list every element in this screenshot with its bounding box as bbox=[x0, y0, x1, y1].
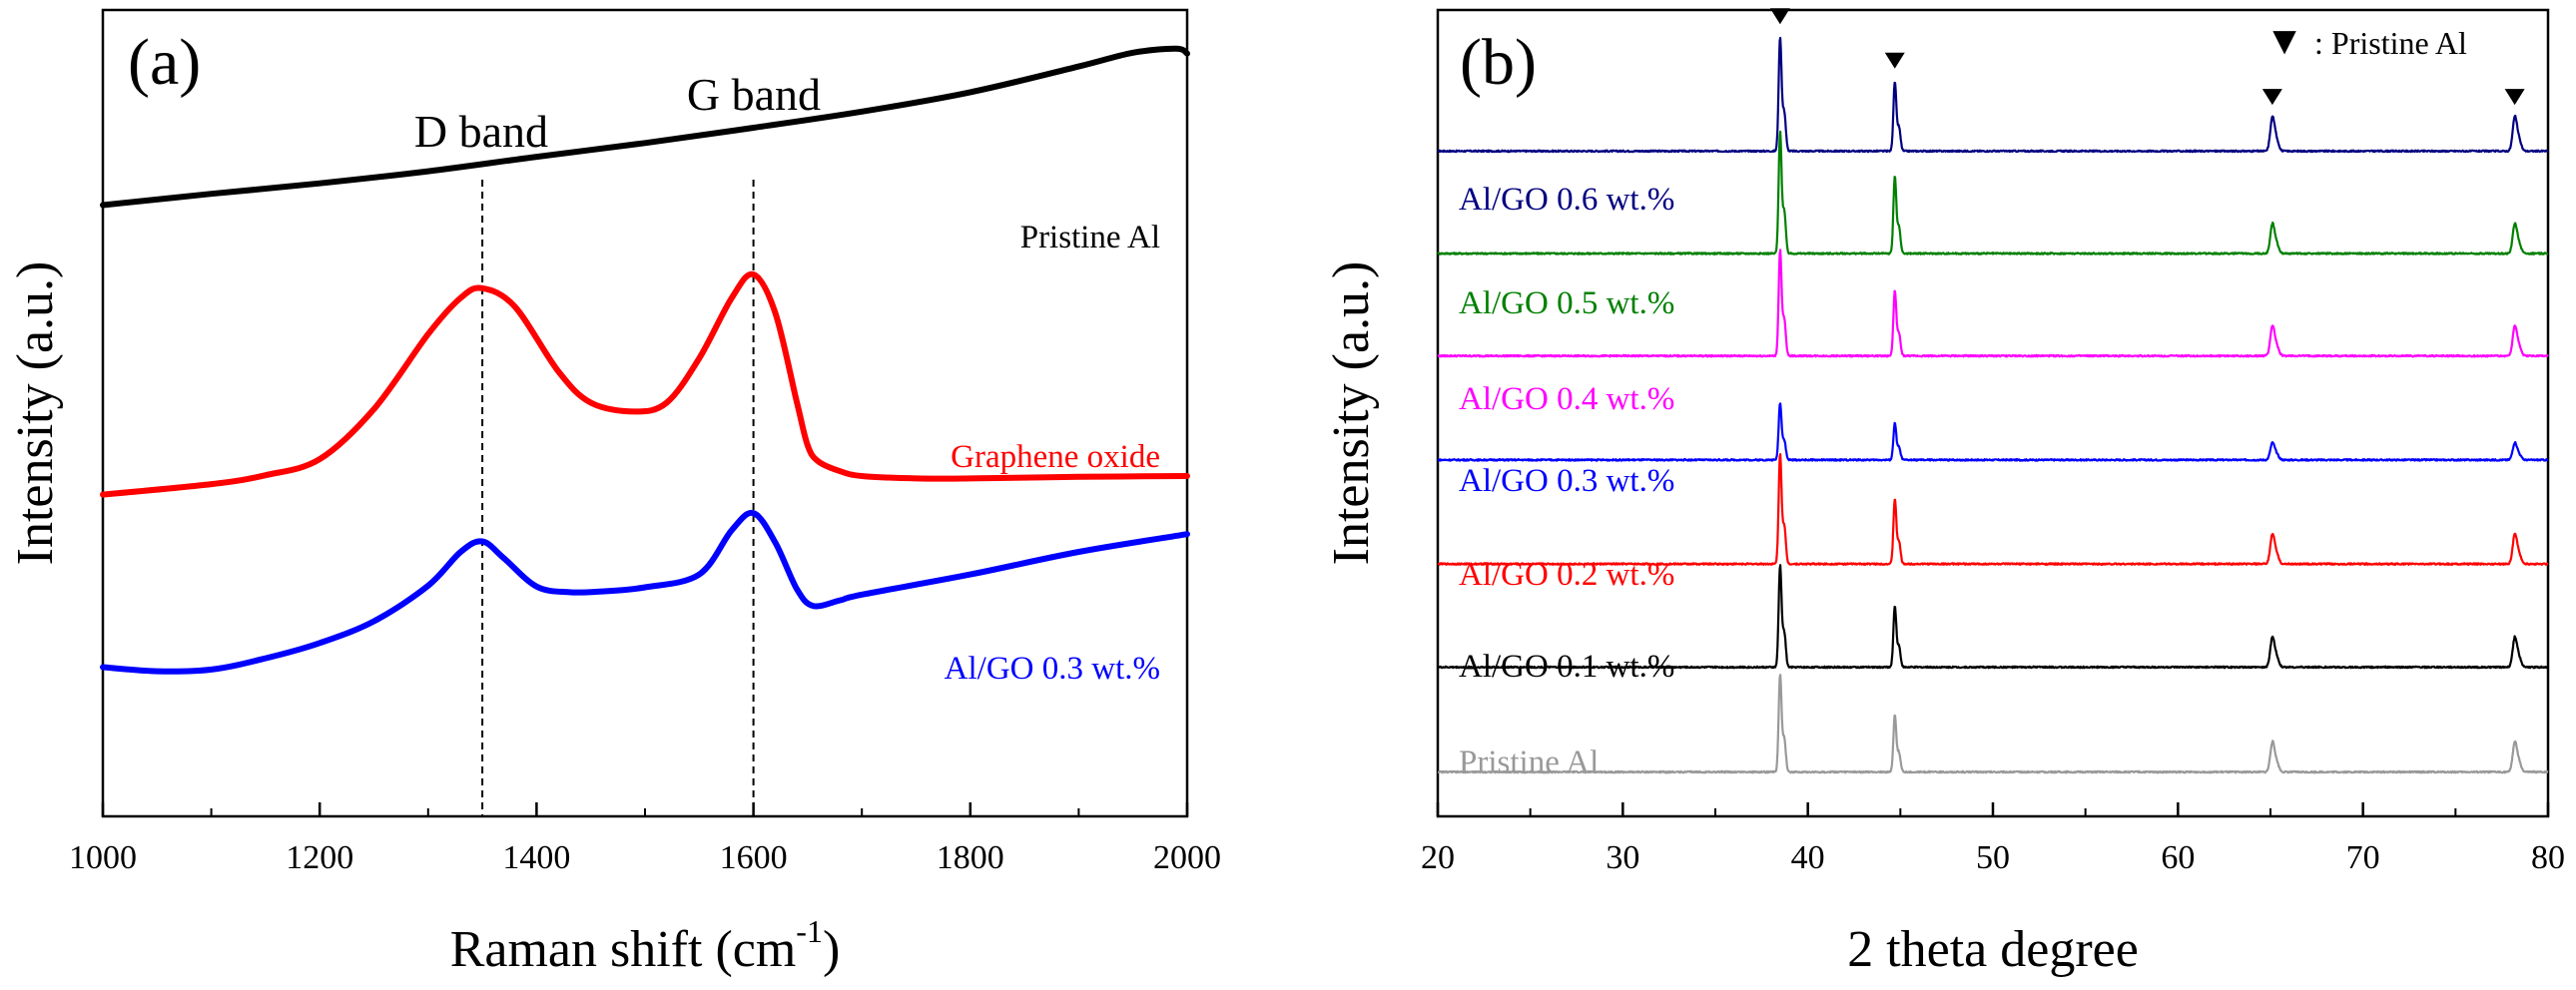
panel-b-series-label-algo04: Al/GO 0.4 wt.% bbox=[1459, 381, 1674, 417]
panel-b-peak-markers bbox=[1769, 8, 2525, 106]
panel-b-series-line-al-go-0-3-wt bbox=[1437, 402, 2549, 462]
panel-a-x-axis-label-main: Raman shift (cm bbox=[450, 921, 797, 978]
panel-a-x-tick-label-1000: 1000 bbox=[69, 839, 137, 876]
panel-b-series-label-pristine: Pristine Al bbox=[1459, 744, 1599, 780]
panel-a-series bbox=[100, 45, 1190, 675]
panel-b-series-line-al-go-0-6-wt bbox=[1437, 36, 2549, 154]
panel-a-series-line-graphene-oxide bbox=[100, 270, 1190, 498]
panel-a-series-label-go: Graphene oxide bbox=[951, 439, 1160, 475]
panel-a-x-tick-label-1800: 1800 bbox=[937, 839, 1004, 876]
panel-a-series-label-pristine: Pristine Al bbox=[1020, 220, 1160, 255]
panel-b-peak-marker-44-7 bbox=[1884, 52, 1905, 69]
panel-a-x-tick-label-1400: 1400 bbox=[502, 839, 570, 876]
panel-b-peak-marker-65-1 bbox=[2261, 89, 2282, 106]
panel-b-series-line-al-go-0-1-wt bbox=[1437, 564, 2549, 670]
panel-a-x-tick-label-1200: 1200 bbox=[286, 839, 353, 876]
panel-a-series-line-al-go-0-3-wt bbox=[100, 509, 1190, 675]
panel-b-legend-text: : Pristine Al bbox=[2314, 25, 2467, 61]
panel-a-series-line-pristine-al bbox=[100, 45, 1190, 209]
panel-b-series-label-algo05: Al/GO 0.5 wt.% bbox=[1459, 285, 1674, 321]
panel-a-x-axis-label-close: ) bbox=[823, 921, 840, 978]
panel-b-series-line-al-go-0-2-wt bbox=[1437, 453, 2549, 566]
panel-a-series-label-algo03: Al/GO 0.3 wt.% bbox=[945, 651, 1160, 687]
panel-b-x-tick-label-80: 80 bbox=[2531, 839, 2565, 876]
panel-a-label: (a) bbox=[128, 26, 201, 99]
panel-a-x-axis-label-sup: -1 bbox=[796, 913, 823, 949]
panel-b-series-line-pristine-al bbox=[1437, 674, 2549, 774]
panel-b-x-tick-label-30: 30 bbox=[1606, 839, 1639, 876]
panel-b-peak-marker-38-5 bbox=[1769, 8, 1790, 25]
panel-b-series-label-algo06: Al/GO 0.6 wt.% bbox=[1459, 182, 1674, 218]
panel-b-x-ticks: 20 30 40 50 60 70 80 bbox=[1421, 802, 2565, 876]
panel-b-series-label-algo01: Al/GO 0.1 wt.% bbox=[1459, 649, 1674, 685]
panel-b-x-axis-label: 2 theta degree bbox=[1847, 921, 2139, 978]
panel-a-x-ticks: 1000 1200 1400 1600 1800 2000 bbox=[69, 802, 1221, 876]
panel-a-ref-label-g-band: G band bbox=[687, 69, 821, 120]
panel-a-reference-lines bbox=[481, 180, 755, 816]
panel-b-legend-marker: ▼ bbox=[2264, 18, 2304, 63]
panel-b-y-axis-label: Intensity (a.u.) bbox=[1323, 261, 1380, 566]
panel-a-x-axis-label: Raman shift (cm-1) bbox=[450, 913, 841, 978]
panel-b-series-line-al-go-0-5-wt bbox=[1437, 130, 2549, 255]
panel-b-series-label-algo03: Al/GO 0.3 wt.% bbox=[1459, 463, 1674, 499]
panel-a-ref-label-d-band: D band bbox=[414, 106, 548, 157]
panel-b-peak-marker-78-2 bbox=[2504, 89, 2525, 106]
panel-b-x-tick-label-70: 70 bbox=[2346, 839, 2380, 876]
panel-b-label: (b) bbox=[1460, 26, 1537, 99]
panel-b-x-tick-label-20: 20 bbox=[1421, 839, 1455, 876]
panel-b-x-tick-label-60: 60 bbox=[2161, 839, 2195, 876]
panel-a-x-tick-label-2000: 2000 bbox=[1153, 839, 1221, 876]
panel-a: 1000 1200 1400 1600 1800 2000 (a) D band G ba… bbox=[7, 8, 1221, 978]
panel-b-series-line-al-go-0-4-wt bbox=[1437, 248, 2549, 358]
panel-b-series bbox=[1437, 36, 2549, 774]
panel-b-x-tick-label-40: 40 bbox=[1791, 839, 1825, 876]
panel-b-x-tick-label-50: 50 bbox=[1976, 839, 2010, 876]
panel-b: 20 30 40 50 60 70 80 (b) ▼ : Pristine Al Al/GO… bbox=[1323, 8, 2565, 978]
panel-b-series-label-algo02: Al/GO 0.2 wt.% bbox=[1459, 557, 1674, 593]
panel-a-y-axis-label: Intensity (a.u.) bbox=[7, 261, 64, 566]
panel-a-x-tick-label-1600: 1600 bbox=[720, 839, 788, 876]
